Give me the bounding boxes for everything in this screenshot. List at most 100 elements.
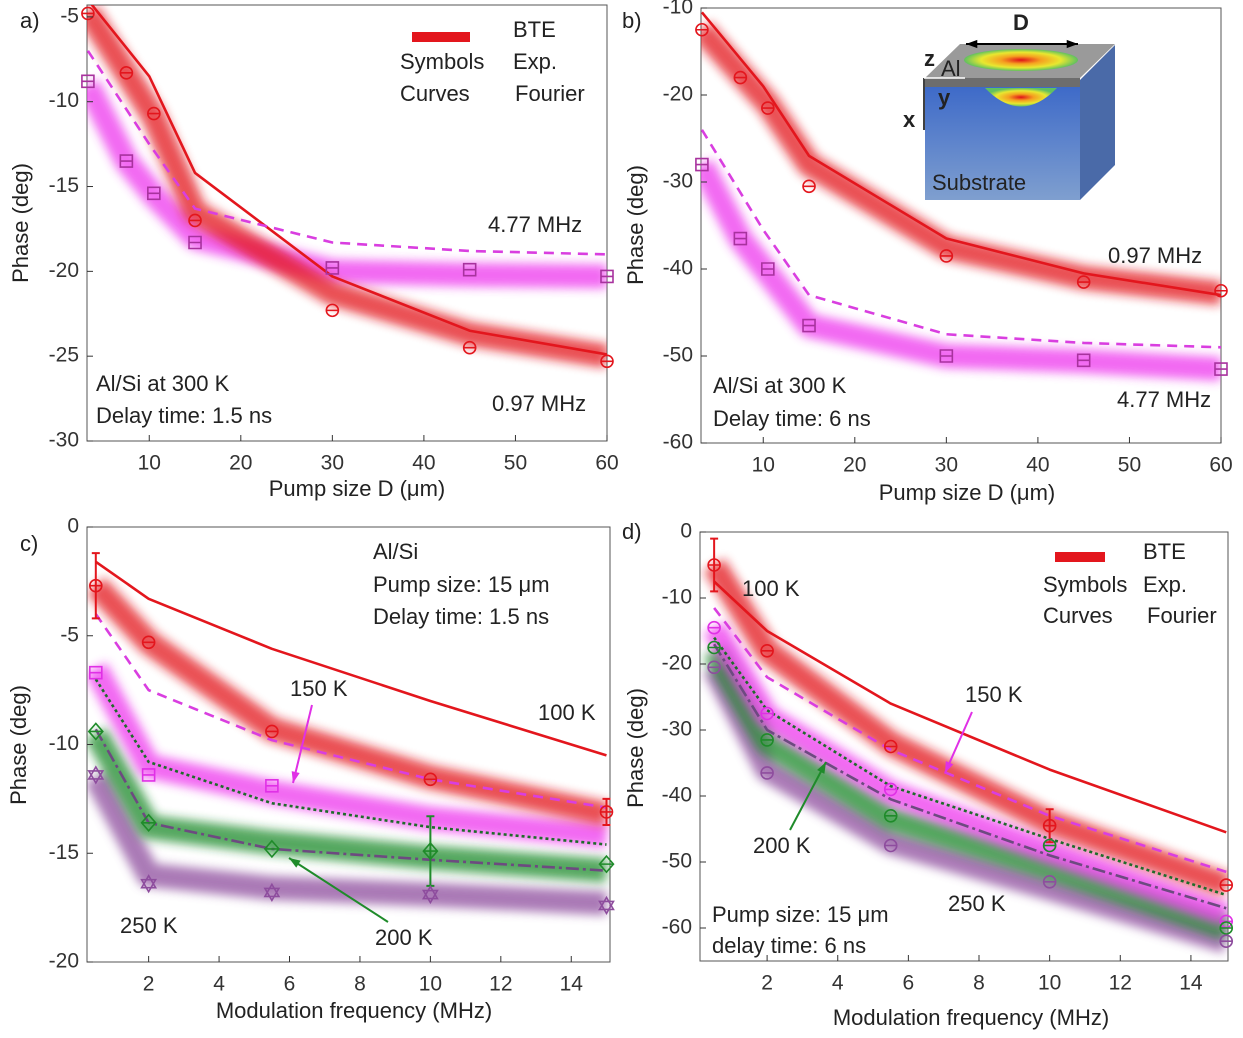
legend-label: Fourier bbox=[515, 81, 585, 106]
arrow-head bbox=[966, 39, 978, 49]
arrow bbox=[292, 704, 313, 784]
marker bbox=[141, 768, 156, 782]
fourier-line bbox=[713, 607, 1227, 874]
marker bbox=[1076, 275, 1091, 289]
x-tick-label: 40 bbox=[1026, 454, 1049, 477]
y-tick-label: -10 bbox=[49, 732, 79, 755]
x-tick-label: 6 bbox=[284, 973, 296, 996]
fourier-line bbox=[701, 129, 1221, 349]
marker bbox=[140, 874, 158, 894]
marker bbox=[883, 739, 898, 754]
arrow-head bbox=[289, 858, 301, 868]
arrow-head bbox=[291, 771, 300, 783]
x-tick-label: 50 bbox=[504, 452, 527, 475]
marker bbox=[733, 70, 748, 85]
legend-label: BTE bbox=[513, 17, 556, 42]
legend-swatch bbox=[412, 32, 470, 42]
annotation: 100 K bbox=[538, 700, 596, 725]
x-tick-label: 14 bbox=[560, 973, 584, 996]
x-tick-label: 50 bbox=[1118, 454, 1141, 477]
fourier-line bbox=[701, 11, 1221, 297]
marker bbox=[598, 854, 615, 874]
y-tick-label: -10 bbox=[49, 89, 79, 112]
x-tick-label: 10 bbox=[752, 454, 775, 477]
legend-label: BTE bbox=[1143, 539, 1186, 564]
marker bbox=[600, 354, 614, 369]
annotation: 150 K bbox=[290, 676, 348, 701]
annotation: Delay time: 1.5 ns bbox=[373, 604, 549, 629]
x-tick-label: 20 bbox=[843, 454, 866, 477]
marker bbox=[1214, 283, 1228, 298]
marker bbox=[883, 809, 898, 823]
marker bbox=[89, 665, 103, 680]
bte-band bbox=[703, 644, 1228, 940]
inset-label: D bbox=[1013, 10, 1029, 35]
marker bbox=[87, 765, 105, 785]
annotation: 150 K bbox=[965, 682, 1023, 707]
fourier-line bbox=[95, 560, 607, 757]
legend-label: Curves bbox=[1043, 603, 1113, 628]
arrow bbox=[288, 857, 389, 923]
marker bbox=[119, 66, 134, 80]
inset: Dz Al yx Substrate bbox=[903, 10, 1115, 200]
annotation: Al/Si at 300 K bbox=[96, 371, 230, 396]
marker bbox=[462, 340, 477, 355]
x-tick-label: 8 bbox=[973, 972, 985, 995]
annotation: 200 K bbox=[753, 833, 811, 858]
marker bbox=[1219, 934, 1234, 948]
bte-band bbox=[703, 558, 1228, 897]
marker bbox=[760, 706, 774, 721]
y-tick-label: 0 bbox=[67, 515, 79, 538]
x-tick-label: 6 bbox=[903, 972, 915, 995]
marker bbox=[141, 635, 156, 650]
x-tick-label: 8 bbox=[354, 973, 366, 996]
marker bbox=[265, 724, 279, 739]
x-tick-label: 10 bbox=[1038, 972, 1061, 995]
x-tick-label: 60 bbox=[1209, 454, 1232, 477]
marker bbox=[695, 157, 709, 172]
marker bbox=[147, 186, 161, 201]
x-tick-label: 30 bbox=[321, 452, 344, 475]
y-tick-label: -20 bbox=[49, 950, 79, 973]
fourier-line bbox=[713, 643, 1227, 910]
annotation: Delay time: 6 ns bbox=[713, 406, 871, 431]
y-tick-label: -60 bbox=[663, 431, 693, 454]
y-tick-label: -10 bbox=[662, 586, 692, 609]
fourier-line bbox=[94, 613, 607, 809]
inset-label: y bbox=[938, 85, 951, 110]
marker bbox=[1219, 921, 1234, 935]
y-tick-label: -30 bbox=[662, 718, 692, 741]
arrow-head bbox=[817, 762, 826, 774]
arrow bbox=[789, 761, 827, 831]
marker bbox=[761, 262, 775, 276]
y-tick-label: -40 bbox=[662, 784, 692, 807]
marker bbox=[760, 766, 774, 780]
arrow-head bbox=[945, 761, 954, 773]
bte-band bbox=[701, 21, 1221, 306]
bte-band bbox=[87, 727, 608, 883]
marker bbox=[707, 620, 721, 635]
marker bbox=[325, 303, 340, 318]
marker bbox=[802, 318, 816, 333]
marker bbox=[760, 644, 774, 658]
annotation: 4.77 MHz bbox=[488, 212, 582, 237]
marker bbox=[600, 269, 614, 284]
x-tick-label: 60 bbox=[595, 452, 618, 475]
x-axis-label: Pump size D (μm) bbox=[269, 476, 445, 501]
y-axis-label: Phase (deg) bbox=[623, 165, 648, 285]
y-tick-label: -60 bbox=[662, 916, 692, 939]
annotation: 0.97 MHz bbox=[1108, 243, 1202, 268]
x-tick-label: 2 bbox=[761, 972, 773, 995]
fourier-line bbox=[87, 50, 607, 256]
marker bbox=[188, 235, 202, 250]
marker bbox=[599, 805, 614, 819]
inset-label: z bbox=[924, 46, 935, 71]
marker bbox=[81, 6, 95, 21]
substrate-side bbox=[1080, 45, 1115, 200]
marker bbox=[883, 782, 898, 797]
y-tick-label: 0 bbox=[680, 520, 692, 543]
marker bbox=[707, 640, 721, 655]
fourier-line bbox=[713, 636, 1227, 897]
marker bbox=[707, 660, 721, 675]
y-tick-label: -30 bbox=[663, 170, 693, 193]
